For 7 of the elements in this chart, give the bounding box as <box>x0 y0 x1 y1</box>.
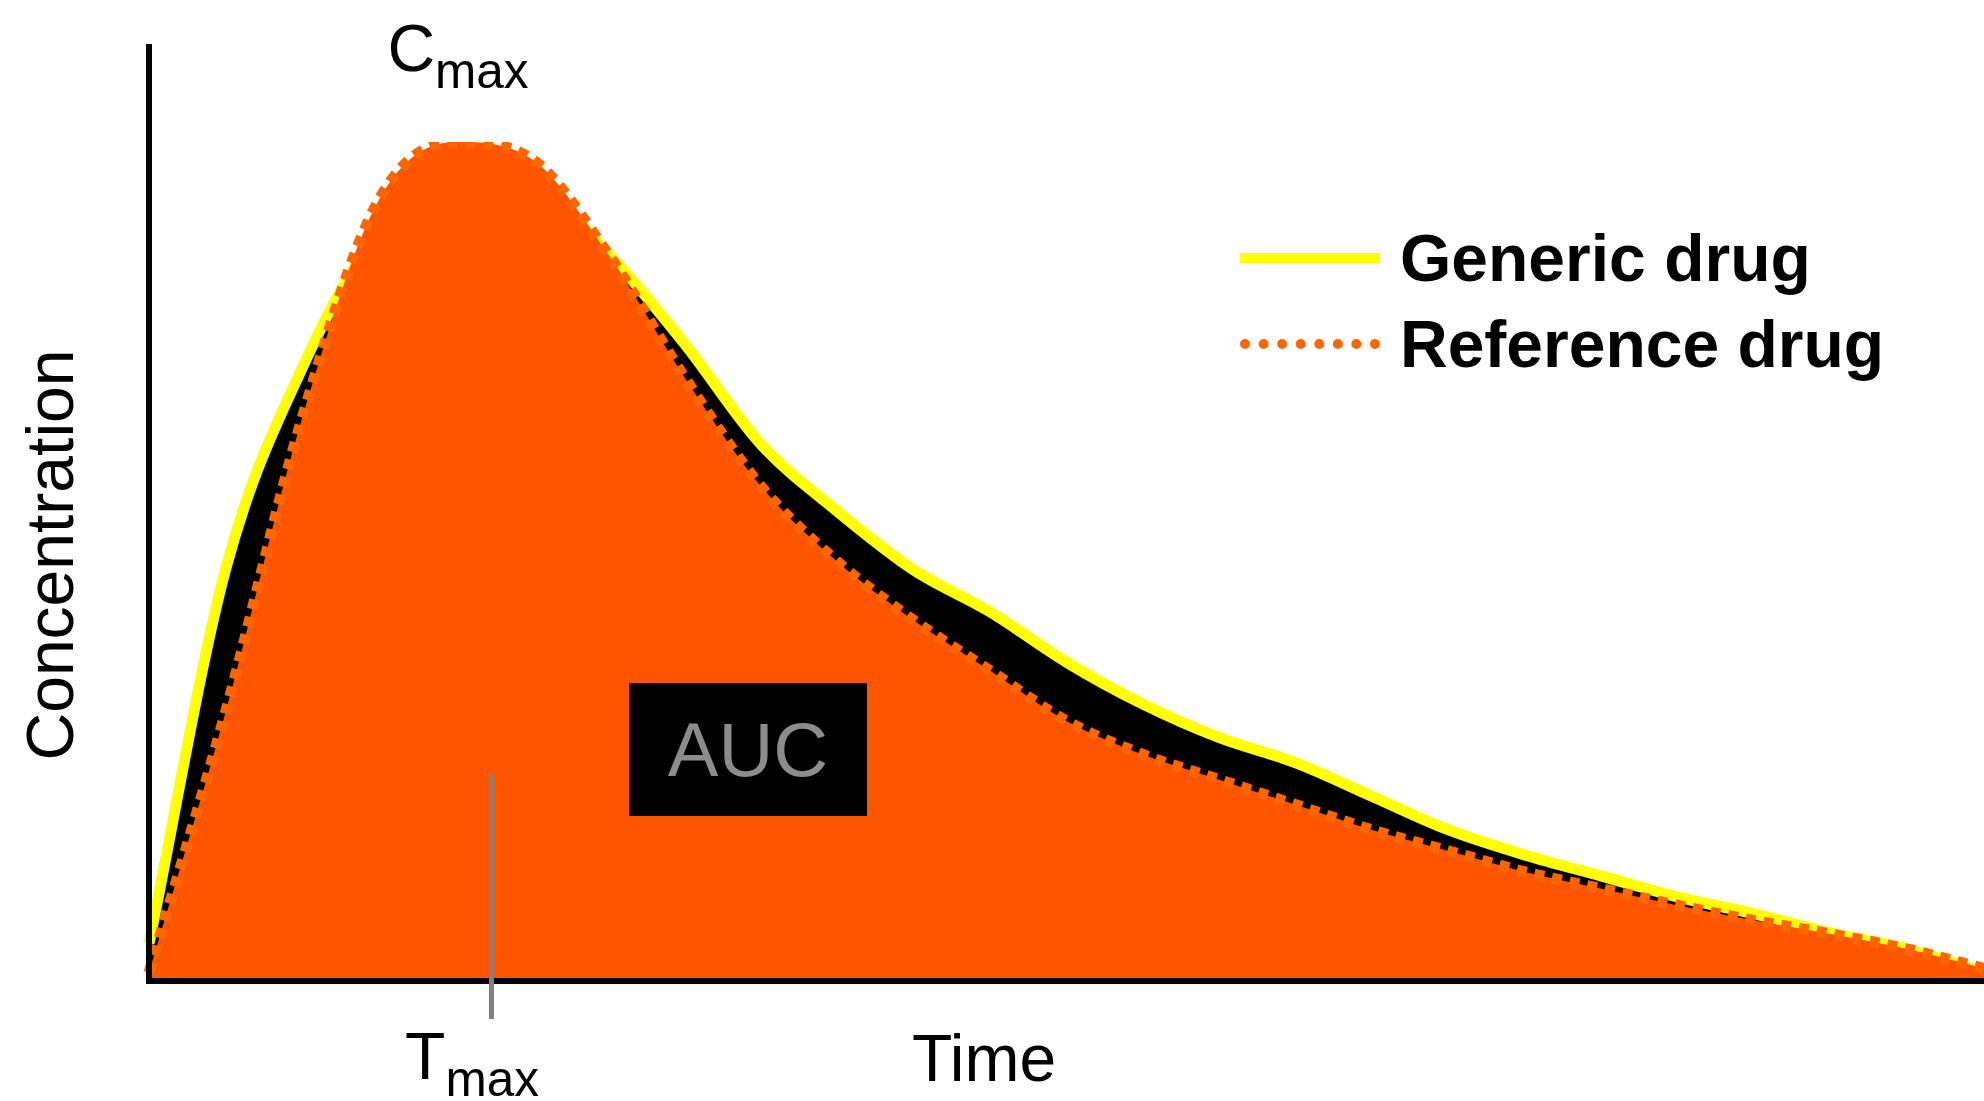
y-axis-title: Concentration <box>12 349 88 761</box>
annotation: AUC <box>629 683 867 816</box>
text: T$_{max}$ <box>405 1018 539 1101</box>
legend-label: Generic drug <box>1400 220 1811 296</box>
legend-label: Reference drug <box>1400 306 1885 382</box>
text: C$_{max}$ <box>387 10 529 100</box>
x-axis-title: Time <box>911 1020 1057 1096</box>
